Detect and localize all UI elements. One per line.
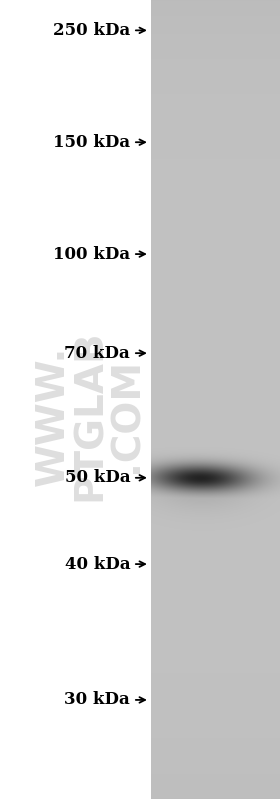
- Text: 100 kDa: 100 kDa: [53, 245, 130, 263]
- Text: 50 kDa: 50 kDa: [65, 469, 130, 487]
- Text: WWW.
PTGLAB
.COM: WWW. PTGLAB .COM: [34, 330, 145, 501]
- Text: 40 kDa: 40 kDa: [65, 555, 130, 573]
- Text: 30 kDa: 30 kDa: [64, 691, 130, 709]
- Text: 250 kDa: 250 kDa: [53, 22, 130, 39]
- Text: 70 kDa: 70 kDa: [64, 344, 130, 362]
- Text: 150 kDa: 150 kDa: [53, 133, 130, 151]
